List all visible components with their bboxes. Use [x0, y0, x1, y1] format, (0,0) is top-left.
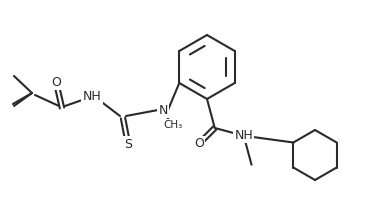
Text: O: O	[51, 75, 61, 89]
Text: CH₃: CH₃	[163, 120, 183, 130]
Text: O: O	[194, 137, 204, 150]
Text: N: N	[158, 103, 168, 117]
Text: NH: NH	[234, 129, 253, 142]
Text: NH: NH	[83, 91, 101, 103]
Text: S: S	[124, 138, 132, 150]
